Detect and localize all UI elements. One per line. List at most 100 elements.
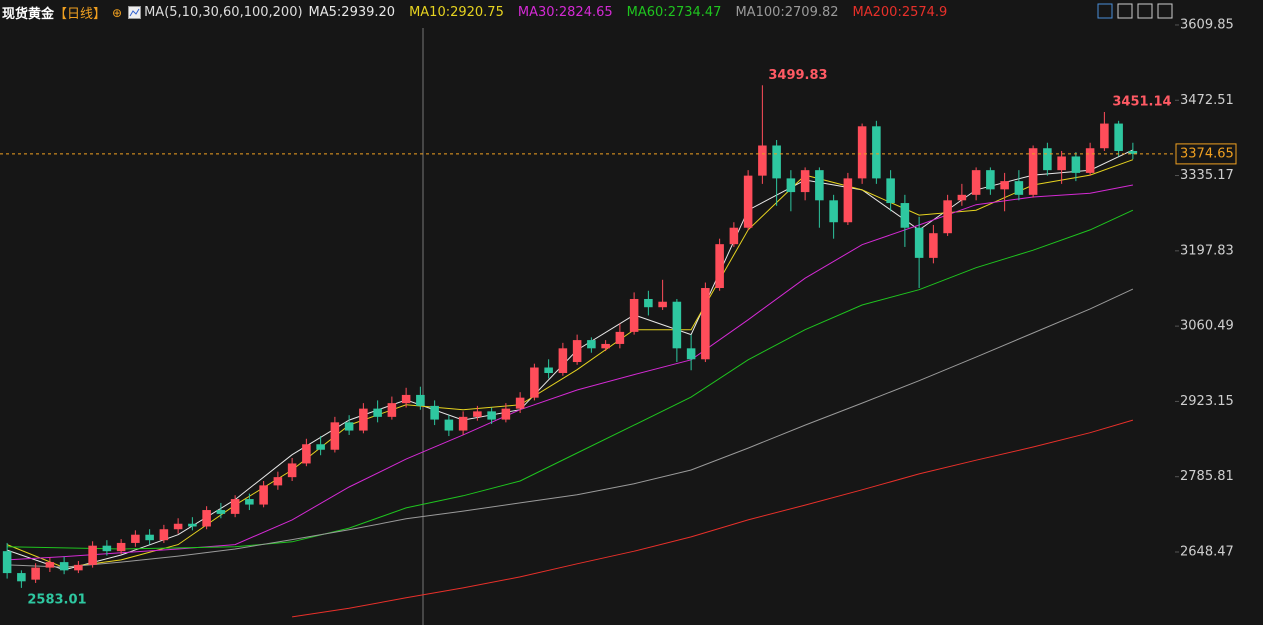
candle-body	[672, 301, 682, 349]
ma-line	[6, 159, 1134, 569]
candle-body	[330, 422, 340, 450]
candle-body	[116, 542, 126, 552]
ma-line	[7, 209, 1134, 550]
candle-body	[815, 170, 824, 201]
y-tick-label: 2785.81	[1180, 469, 1234, 484]
candle-body	[458, 416, 468, 431]
candle-body	[302, 444, 311, 464]
legend-entry: MA30:2824.65	[517, 5, 613, 20]
candle-body	[743, 175, 753, 228]
add-icon[interactable]: ⊕	[112, 5, 123, 20]
candle-body	[658, 301, 667, 308]
candle-body	[202, 510, 211, 527]
candle-body	[316, 444, 325, 450]
legend-entry: MA200:2574.9	[852, 5, 948, 20]
ma-line	[7, 184, 1133, 561]
candle-body	[259, 485, 268, 505]
candle-body	[216, 510, 226, 514]
high-annotation: 3499.83	[768, 68, 827, 83]
candle-body	[929, 233, 938, 258]
legend-entry: MA100:2709.82	[735, 5, 839, 20]
candle-body	[1114, 123, 1123, 151]
candle-body	[1071, 156, 1081, 173]
indicator-icon[interactable]	[128, 6, 142, 19]
last-price-box	[1175, 143, 1237, 165]
toolbar-icon[interactable]	[1157, 3, 1173, 19]
candle-body	[971, 170, 981, 195]
candle-body	[17, 573, 26, 582]
candle-body	[473, 411, 482, 417]
candle-body	[1085, 148, 1095, 173]
y-tick-label: 3609.85	[1180, 17, 1234, 32]
instrument-title: 现货黄金	[2, 7, 55, 22]
candle-body	[2, 551, 12, 574]
candle-body	[487, 411, 496, 420]
candle-body	[1000, 181, 1009, 190]
y-tick-label: 3472.51	[1180, 93, 1234, 108]
candle-body	[501, 408, 511, 420]
candle-body	[829, 200, 838, 223]
candle-body	[1014, 181, 1024, 195]
legend-entry: MA60:2734.47	[626, 5, 722, 20]
candle-body	[1043, 148, 1052, 171]
candle-body	[273, 477, 283, 486]
candle-body	[715, 244, 724, 289]
ma-line	[292, 419, 1134, 618]
candle-body	[729, 227, 739, 245]
candle-body	[572, 340, 582, 363]
candle-body	[857, 126, 867, 179]
legend-entry: MA10:2920.75	[409, 5, 504, 20]
candle-body	[601, 343, 610, 349]
candle-body	[515, 397, 525, 409]
toolbar-icon[interactable]	[1137, 3, 1153, 19]
candle-body	[872, 126, 881, 179]
y-tick-label: 2923.15	[1180, 394, 1234, 409]
y-tick-label: 3197.83	[1180, 243, 1234, 258]
candle-body	[387, 403, 397, 417]
candle-body	[444, 419, 454, 431]
candle-body	[88, 545, 97, 565]
high-annotation: 3451.14	[1112, 94, 1171, 109]
candle-body	[373, 408, 382, 417]
candle-body	[914, 227, 924, 258]
candle-body	[957, 194, 967, 201]
candle-body	[644, 298, 653, 308]
candle-body	[287, 463, 297, 478]
candle-body	[886, 178, 895, 204]
candle-body	[173, 523, 183, 530]
candle-body	[943, 200, 952, 234]
low-annotation: 2583.01	[27, 592, 86, 607]
candle-body	[986, 170, 995, 190]
toolbar-icon[interactable]	[1117, 3, 1133, 19]
candle-body	[45, 562, 55, 568]
period: 【日线】	[54, 7, 107, 22]
candle-body	[430, 405, 439, 420]
ma-line	[6, 149, 1134, 571]
candle-body	[544, 367, 553, 373]
candle-body	[74, 564, 83, 571]
candle-body	[344, 422, 354, 431]
candle-body	[800, 170, 810, 193]
candle-body	[629, 298, 639, 332]
candle-body	[159, 529, 169, 541]
last-price-label: 3374.65	[1180, 146, 1234, 161]
toolbar-icon[interactable]	[1097, 3, 1113, 19]
candle-body	[416, 394, 425, 406]
candle-body	[786, 178, 796, 193]
candle-body	[1100, 123, 1109, 149]
candle-body	[587, 340, 596, 349]
y-tick-label: 2648.47	[1180, 544, 1234, 559]
candle-body	[615, 331, 625, 344]
candle-body	[772, 145, 781, 179]
ma-legend: MA5:2939.20 MA10:2920.75 MA30:2824.65 MA60:…	[309, 5, 962, 20]
toolbar	[1097, 3, 1173, 19]
candle-body	[686, 348, 696, 360]
candle-body	[701, 288, 710, 360]
candle-body	[188, 523, 197, 527]
candle-body	[1028, 148, 1038, 195]
header: 现货黄金 【日线】 ⊕ MA(5,10,30,60,100,200) MA5:2…	[2, 3, 961, 22]
candle-body	[145, 534, 154, 541]
candle-body	[843, 178, 853, 223]
